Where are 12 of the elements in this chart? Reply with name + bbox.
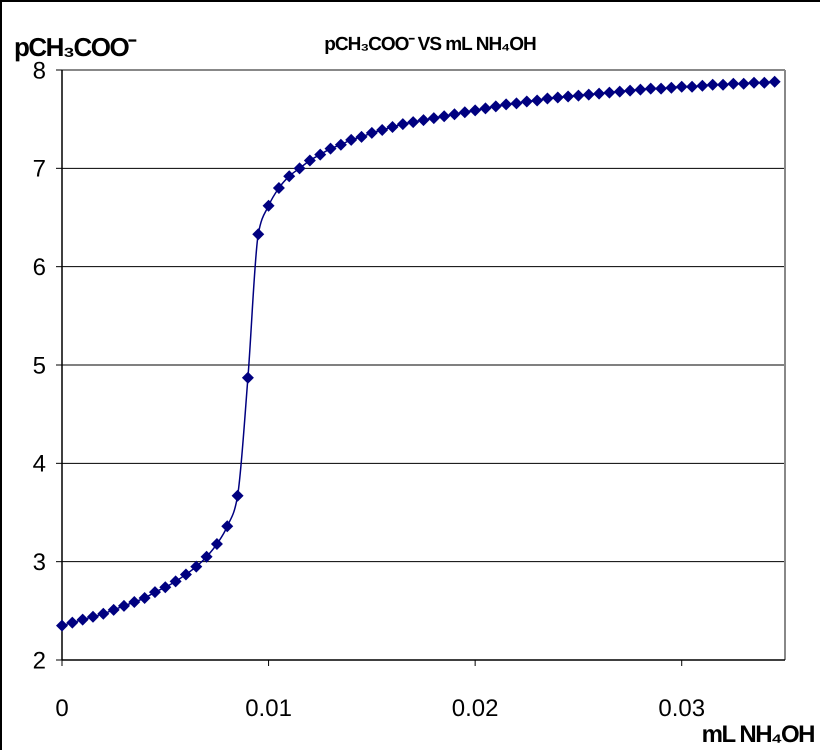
y-tick-label: 4 [32, 450, 46, 478]
y-tick-label: 3 [32, 549, 46, 576]
y-tick-label: 7 [32, 156, 46, 183]
y-tick-label: 2 [32, 647, 46, 674]
y-tick-label: 6 [32, 254, 46, 282]
x-tick-label: 0.03 [658, 695, 706, 722]
x-axis-title: mL NH₄OH [702, 721, 814, 748]
x-tick-label: 0 [55, 695, 69, 722]
x-tick-label: 0.02 [452, 695, 498, 722]
y-tick-label: 5 [32, 352, 46, 380]
chart-title: pCH₃COO⁻ VS mL NH₄OH [324, 34, 536, 55]
x-tick-label: 0.01 [245, 695, 292, 722]
